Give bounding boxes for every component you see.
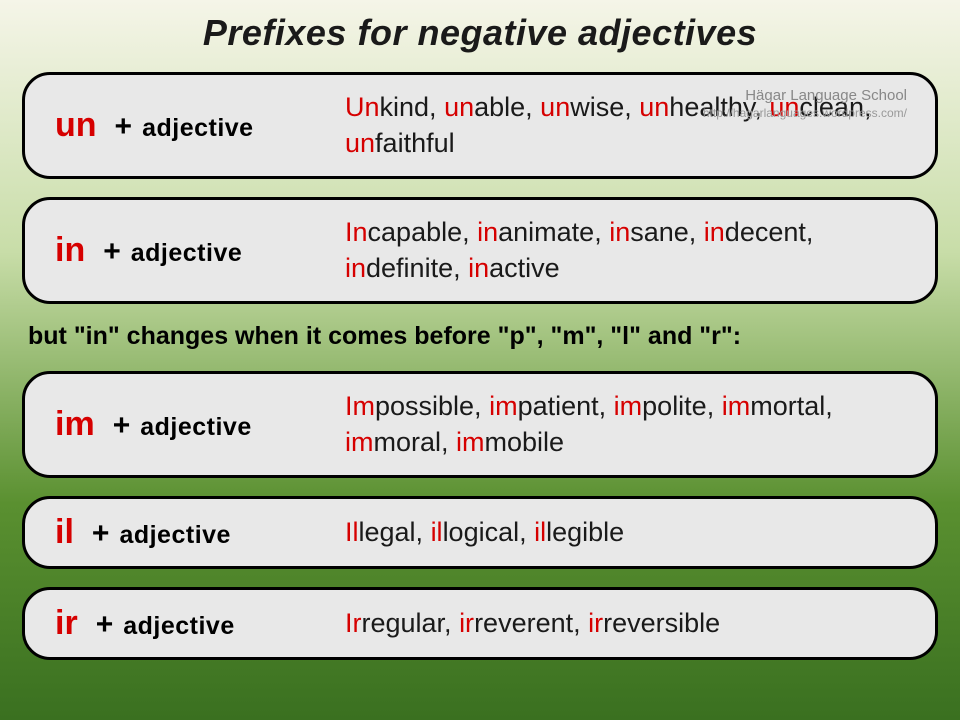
prefix-label: in xyxy=(55,231,85,270)
prefix-label: il xyxy=(55,513,74,552)
card-im: im + adjective Impossible, impatient, im… xyxy=(22,371,938,478)
adjective-label: adjective xyxy=(119,521,231,550)
card-left: in + adjective xyxy=(55,231,345,270)
examples-ir: Irregular, irreverent, irreversible xyxy=(345,605,905,641)
adjective-label: adjective xyxy=(142,114,254,143)
card-in: in + adjective Incapable, inanimate, ins… xyxy=(22,197,938,304)
card-il: il + adjective Illegal, illogical, illeg… xyxy=(22,496,938,569)
plus-sign: + xyxy=(96,608,114,642)
prefix-label: un xyxy=(55,106,97,145)
page-title: Prefixes for negative adjectives xyxy=(22,12,938,54)
card-left: ir + adjective xyxy=(55,604,345,643)
plus-sign: + xyxy=(103,235,121,269)
prefix-label: ir xyxy=(55,604,78,643)
card-un: Hägar Language School http://hagarlangua… xyxy=(22,72,938,179)
prefix-label: im xyxy=(55,405,95,444)
card-ir: ir + adjective Irregular, irreverent, ir… xyxy=(22,587,938,660)
adjective-label: adjective xyxy=(123,612,235,641)
examples-il: Illegal, illogical, illegible xyxy=(345,514,905,550)
plus-sign: + xyxy=(92,517,110,551)
plus-sign: + xyxy=(113,409,131,443)
adjective-label: adjective xyxy=(131,239,243,268)
card-left: im + adjective xyxy=(55,405,345,444)
attribution-name: Hägar Language School xyxy=(703,87,907,106)
plus-sign: + xyxy=(115,110,133,144)
examples-in: Incapable, inanimate, insane, indecent, … xyxy=(345,214,905,287)
card-left: il + adjective xyxy=(55,513,345,552)
examples-im: Impossible, impatient, impolite, immorta… xyxy=(345,388,905,461)
attribution-url: http://hagarlanguages.wordpress.com/ xyxy=(703,106,907,121)
card-left: un + adjective xyxy=(55,106,345,145)
attribution: Hägar Language School http://hagarlangua… xyxy=(703,87,907,121)
note-text: but "in" changes when it comes before "p… xyxy=(28,322,938,351)
adjective-label: adjective xyxy=(140,413,252,442)
